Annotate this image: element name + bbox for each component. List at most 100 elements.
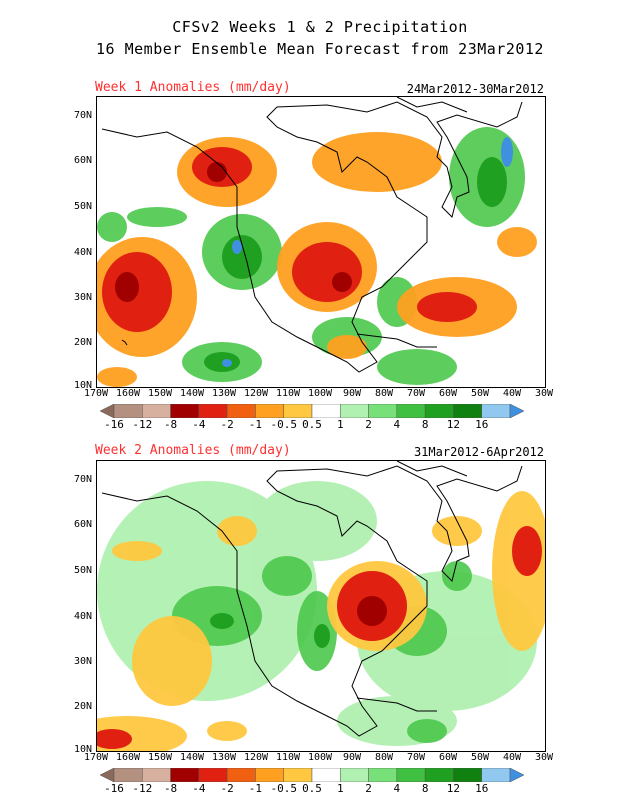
- lon-label: 60W: [438, 388, 458, 399]
- colorbar-swatch: [283, 403, 313, 419]
- lat-label: 40N: [73, 611, 92, 622]
- colorbar-label: 12: [446, 782, 461, 795]
- lat-label: 30N: [73, 292, 92, 303]
- colorbar-swatch: [113, 767, 143, 783]
- colorbar-label: 8: [421, 782, 429, 795]
- colorbar-swatch: [142, 403, 171, 419]
- colorbar-swatch: [396, 767, 426, 783]
- colorbar-label: 4: [393, 782, 401, 795]
- lon-label: 50W: [470, 388, 490, 399]
- colorbar-swatch: [340, 403, 369, 419]
- lon-label: 120W: [243, 388, 269, 399]
- colorbar-swatch: [226, 767, 256, 783]
- colorbar-swatch: [226, 403, 256, 419]
- lon-label: 100W: [307, 388, 333, 399]
- colorbar-swatch: [255, 403, 284, 419]
- colorbar-label: -2: [220, 418, 234, 431]
- colorbar-label: -12: [132, 782, 153, 795]
- colorbar-swatch: [481, 403, 511, 419]
- colorbar-label: -16: [104, 418, 124, 431]
- colorbar-label: -0.5: [270, 418, 297, 431]
- week1-colorbar: [99, 403, 525, 419]
- colorbar-swatch: [170, 403, 200, 419]
- lat-label: 50N: [73, 201, 92, 212]
- colorbar-swatch: [368, 767, 398, 783]
- colorbar-label: 4: [393, 418, 401, 431]
- colorbar-label: -12: [132, 418, 153, 431]
- colorbar-swatch: [99, 403, 115, 419]
- colorbar-label: -8: [163, 418, 178, 431]
- colorbar-label: 2: [365, 418, 372, 431]
- colorbar-swatch: [453, 767, 482, 783]
- lat-label: 10N: [73, 744, 92, 755]
- lat-label: 30N: [73, 656, 92, 667]
- lat-label: 60N: [73, 519, 92, 530]
- colorbar-swatch: [368, 403, 398, 419]
- colorbar-label: 0.5: [302, 418, 322, 431]
- lon-label: 70W: [406, 388, 426, 399]
- colorbar-swatch: [481, 767, 511, 783]
- colorbar-swatch: [198, 403, 228, 419]
- colorbar-label: -4: [192, 782, 206, 795]
- lon-label: 130W: [211, 388, 237, 399]
- colorbar-swatch: [509, 403, 525, 419]
- title-line-2: 16 Member Ensemble Mean Forecast from 23…: [96, 40, 544, 58]
- colorbar-swatch: [255, 767, 284, 783]
- colorbar-swatch: [311, 767, 341, 783]
- colorbar-label: -0.5: [270, 782, 297, 795]
- lon-label: 90W: [342, 752, 362, 763]
- colorbar-label: 0.5: [302, 782, 322, 795]
- lon-label: 60W: [438, 752, 458, 763]
- colorbar-swatch: [99, 767, 115, 783]
- lat-label: 40N: [73, 247, 92, 258]
- colorbar-swatch: [509, 767, 525, 783]
- week2-map: [96, 460, 546, 752]
- lat-label: 20N: [73, 337, 92, 348]
- colorbar-label: 1: [336, 782, 344, 795]
- week1-panel-title: Week 1 Anomalies (mm/day): [95, 80, 291, 95]
- lon-label: 80W: [374, 388, 394, 399]
- lon-label: 130W: [211, 752, 237, 763]
- lon-label: 90W: [342, 388, 362, 399]
- lon-label: 140W: [179, 388, 205, 399]
- week2-colorbar: [99, 767, 525, 783]
- lat-label: 70N: [73, 474, 92, 485]
- colorbar-swatch: [396, 403, 426, 419]
- lon-label: 150W: [147, 752, 173, 763]
- lon-label: 30W: [534, 388, 554, 399]
- colorbar-swatch: [340, 767, 369, 783]
- colorbar-label: 16: [475, 418, 489, 431]
- lon-label: 80W: [374, 752, 394, 763]
- colorbar-label: -2: [220, 782, 234, 795]
- week1-date-range: 24Mar2012-30Mar2012: [406, 82, 544, 96]
- colorbar-label: 2: [365, 782, 372, 795]
- colorbar-swatch: [170, 767, 200, 783]
- lon-label: 40W: [502, 388, 522, 399]
- colorbar-swatch: [113, 403, 143, 419]
- colorbar-label: -8: [163, 782, 178, 795]
- lon-label: 160W: [115, 752, 141, 763]
- lon-label: 140W: [179, 752, 205, 763]
- colorbar-label: 16: [475, 782, 489, 795]
- lon-label: 110W: [275, 752, 301, 763]
- lon-label: 170W: [83, 752, 109, 763]
- lon-label: 40W: [502, 752, 522, 763]
- lon-label: 70W: [406, 752, 426, 763]
- colorbar-label: -4: [192, 418, 206, 431]
- lon-label: 100W: [307, 752, 333, 763]
- week2-date-range: 31Mar2012-6Apr2012: [413, 445, 544, 459]
- colorbar-label: -1: [248, 418, 263, 431]
- lat-label: 60N: [73, 155, 92, 166]
- lat-label: 70N: [73, 110, 92, 121]
- colorbar-label: 1: [336, 418, 344, 431]
- colorbar-swatch: [424, 767, 454, 783]
- lon-label: 50W: [470, 752, 490, 763]
- colorbar-label: 8: [421, 418, 429, 431]
- lon-label: 150W: [147, 388, 173, 399]
- lon-label: 120W: [243, 752, 269, 763]
- lat-label: 10N: [73, 380, 92, 391]
- lon-label: 110W: [275, 388, 301, 399]
- lat-label: 50N: [73, 565, 92, 576]
- colorbar-swatch: [283, 767, 313, 783]
- colorbar-swatch: [453, 403, 482, 419]
